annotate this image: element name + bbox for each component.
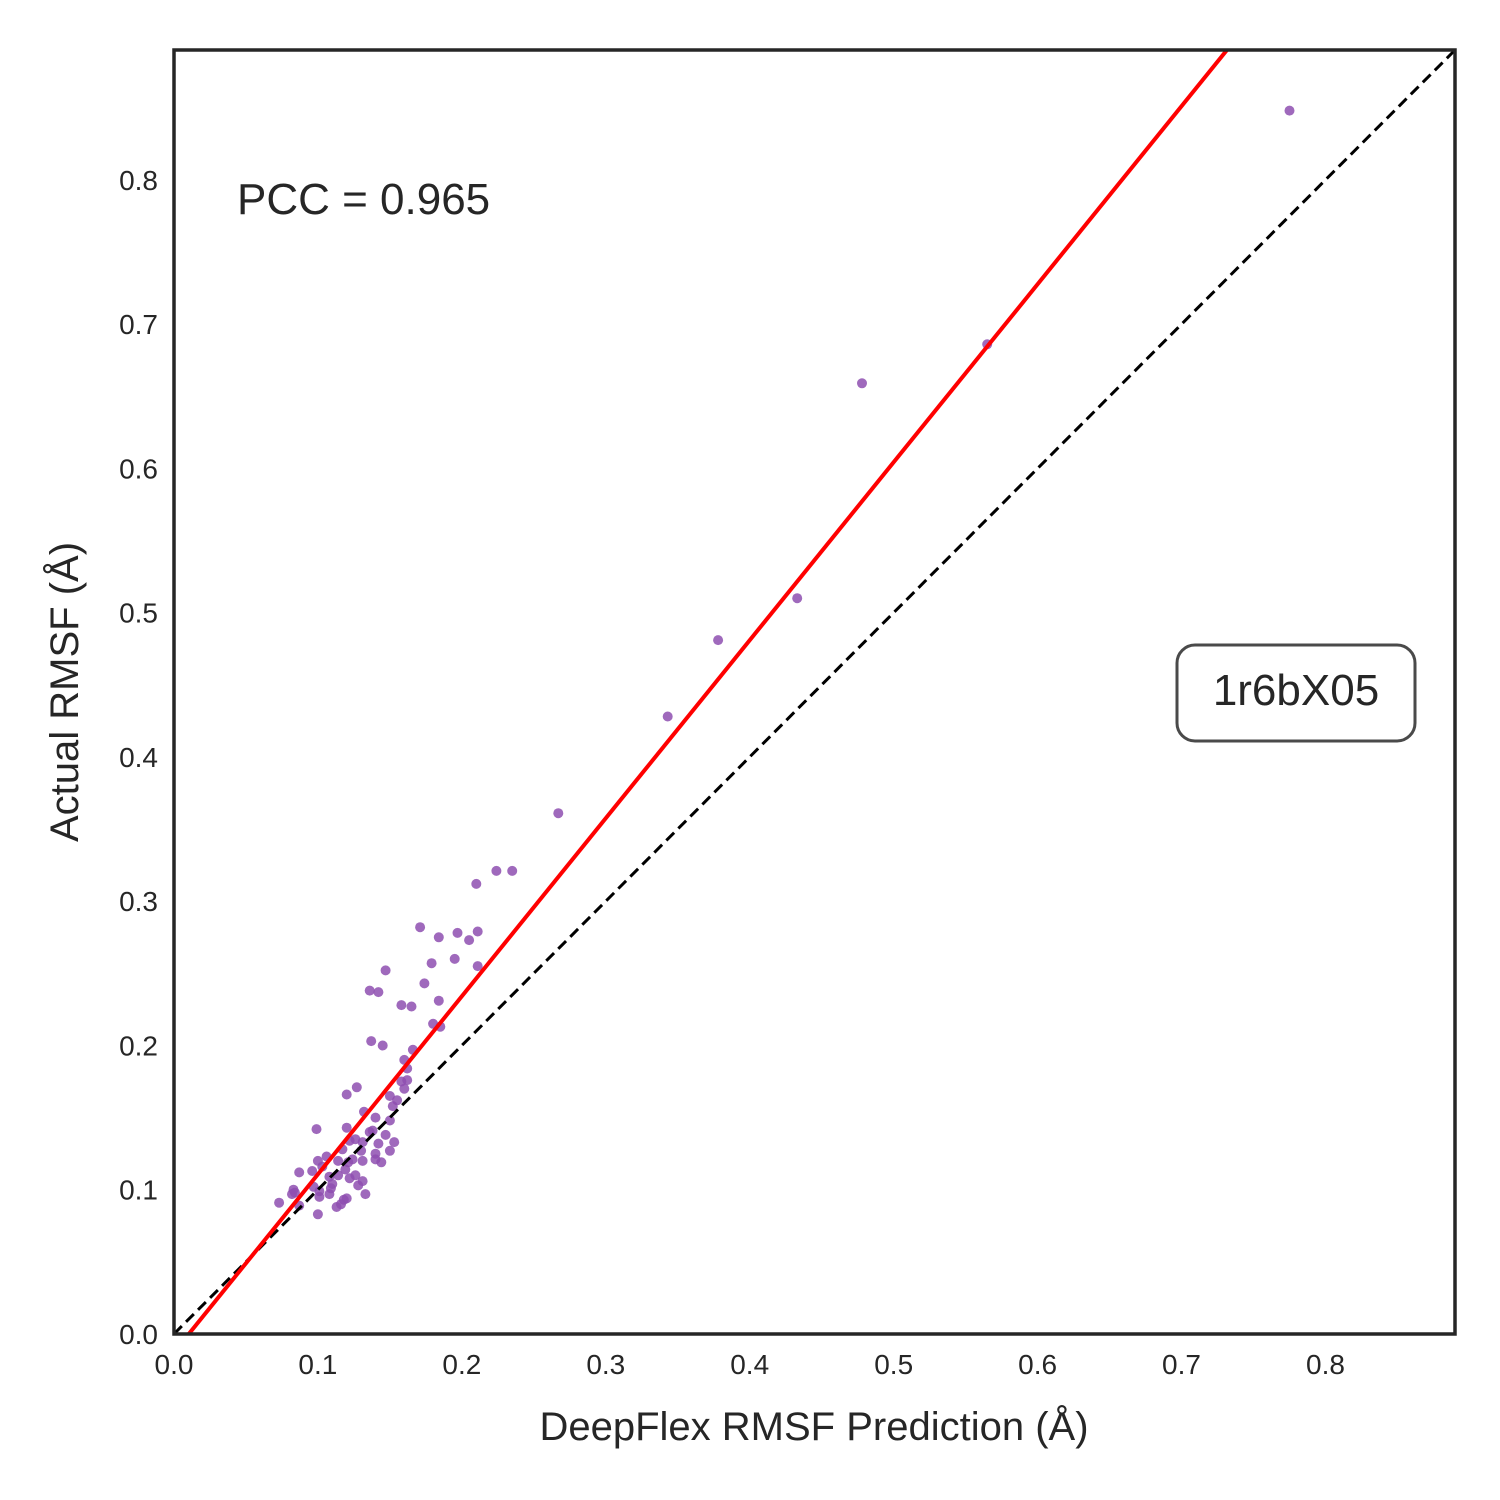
y-tick-label: 0.7 — [119, 309, 158, 340]
y-tick-label: 0.5 — [119, 598, 158, 629]
y-tick-label: 0.2 — [119, 1031, 158, 1062]
y-tick-label: 0.6 — [119, 453, 158, 484]
data-point — [307, 1166, 318, 1176]
x-tick-labels: 0.0 0.1 0.2 0.3 0.4 0.5 0.6 0.7 0.8 — [155, 1349, 1345, 1380]
data-point — [274, 1197, 285, 1208]
x-tick-label: 0.1 — [298, 1349, 337, 1380]
data-point — [377, 1040, 388, 1051]
lines-layer — [174, 50, 1455, 1334]
pcc-annotation: PCC = 0.965 — [237, 175, 490, 224]
data-point — [370, 1112, 381, 1123]
x-tick-label: 0.0 — [155, 1349, 194, 1380]
data-point — [449, 953, 460, 964]
data-point — [464, 935, 475, 946]
data-point — [333, 1155, 344, 1166]
data-point — [472, 961, 483, 972]
x-tick-label: 0.3 — [586, 1349, 625, 1380]
data-point — [491, 865, 502, 876]
data-point — [433, 995, 444, 1006]
data-point — [387, 1101, 398, 1112]
x-tick-label: 0.7 — [1162, 1349, 1201, 1380]
data-point — [433, 932, 444, 943]
data-point — [364, 985, 375, 996]
data-point — [384, 1091, 395, 1101]
data-point — [294, 1167, 305, 1178]
plot-frame — [172, 48, 1457, 1336]
y-tick-label: 0.1 — [119, 1175, 158, 1206]
data-point — [311, 1124, 322, 1135]
data-point — [341, 1122, 352, 1133]
data-point — [373, 987, 384, 998]
data-point — [415, 922, 426, 933]
data-point — [426, 958, 437, 969]
data-point — [340, 1164, 351, 1175]
data-point — [366, 1036, 377, 1047]
data-point — [507, 865, 518, 876]
data-point — [792, 593, 803, 604]
data-point — [351, 1082, 362, 1093]
data-point — [419, 978, 430, 989]
y-tick-label: 0.4 — [119, 742, 158, 773]
y-tick-label: 0.8 — [119, 165, 158, 196]
regression-line — [186, 50, 1230, 1334]
identity-line — [174, 50, 1455, 1334]
data-point — [384, 1115, 395, 1126]
data-point — [380, 965, 391, 976]
data-point — [713, 635, 724, 646]
data-point — [373, 1138, 384, 1149]
data-point — [380, 1129, 391, 1140]
x-axis-label: DeepFlex RMSF Prediction (Å) — [539, 1404, 1088, 1449]
data-point — [314, 1191, 325, 1202]
data-point — [662, 711, 673, 722]
data-point — [389, 1137, 400, 1148]
data-point — [360, 1189, 371, 1200]
data-point — [1284, 105, 1295, 116]
protein-id-label: 1r6bX05 — [1213, 666, 1379, 715]
points-layer — [274, 105, 1295, 1220]
data-point — [471, 878, 482, 889]
y-tick-label: 0.0 — [119, 1319, 158, 1350]
data-point — [857, 378, 867, 389]
data-point — [553, 808, 564, 819]
data-point — [341, 1089, 352, 1100]
data-point — [384, 1145, 395, 1156]
data-point — [406, 1001, 417, 1012]
y-tick-label: 0.3 — [119, 886, 158, 917]
data-point — [396, 1000, 407, 1011]
x-tick-label: 0.4 — [730, 1349, 769, 1380]
x-tick-label: 0.6 — [1018, 1349, 1057, 1380]
y-tick-labels: 0.0 0.1 0.2 0.3 0.4 0.5 0.6 0.7 0.8 — [119, 165, 158, 1350]
data-point — [376, 1157, 387, 1168]
data-point — [353, 1180, 364, 1191]
data-point — [472, 926, 483, 937]
x-tick-label: 0.2 — [442, 1349, 481, 1380]
data-point — [344, 1173, 355, 1184]
protein-id-box — [1175, 643, 1417, 743]
y-axis-label: Actual RMSF (Å) — [42, 542, 87, 842]
data-point — [399, 1083, 410, 1094]
data-point — [287, 1189, 297, 1200]
x-tick-label: 0.8 — [1306, 1349, 1345, 1380]
data-point — [331, 1202, 342, 1212]
x-tick-label: 0.5 — [874, 1349, 913, 1380]
data-point — [324, 1189, 335, 1200]
data-point — [357, 1137, 368, 1148]
data-point — [452, 927, 463, 938]
data-point — [357, 1155, 368, 1166]
data-point — [312, 1209, 323, 1220]
